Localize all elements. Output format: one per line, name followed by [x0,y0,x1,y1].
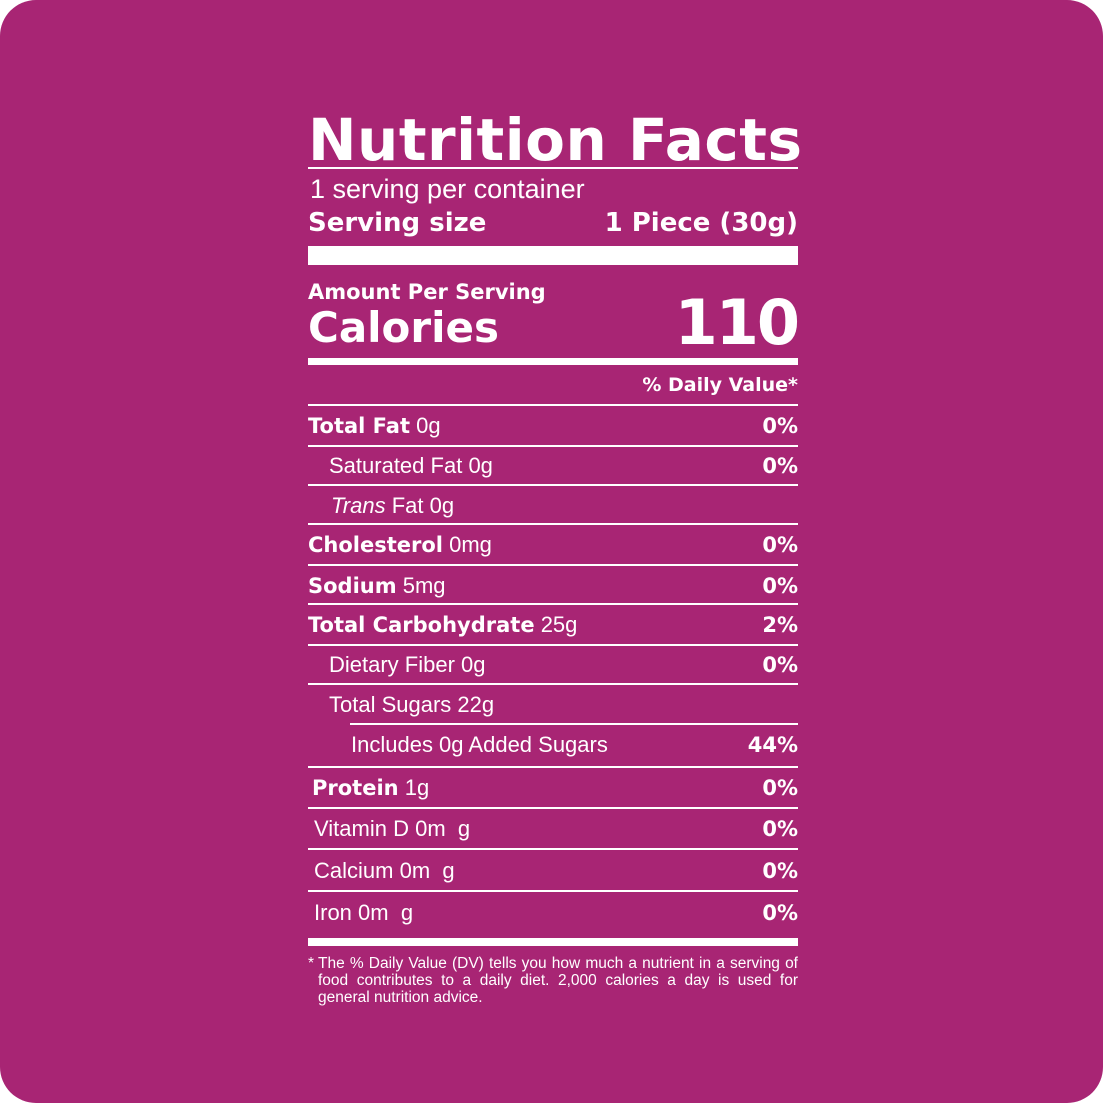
amount-per-serving: Amount Per Serving [308,280,546,304]
nutrient-row-protein: Protein 1g 0% [308,768,798,808]
nutrient-name: Total Carbohydrate [308,613,535,637]
divider [308,404,798,406]
nutrient-name: Dietary Fiber [329,652,455,677]
serving-size-value: 1 Piece (30g) [604,208,798,238]
nutrient-name: Sodium [308,574,397,598]
divider [308,683,798,685]
divider [308,484,798,486]
nutrient-name: Calcium [314,858,394,883]
nutrient-name: Protein [312,776,399,800]
nutrient-amount: 0g [416,413,441,438]
nutrient-amount: Fat 0g [391,493,455,518]
nutrient-row-added-sugars: Includes 0g Added Sugars 44% [308,725,798,765]
nutrient-dv: 0% [762,454,798,478]
nutrient-row-total-sugars: Total Sugars 22g [308,685,798,725]
label-title: Nutrition Facts [308,106,803,174]
nutrient-dv: 0% [762,776,798,800]
nutrient-dv: 0% [762,574,798,598]
divider [308,766,798,768]
calories-label: Calories [308,303,500,352]
nutrient-amount: 0m g [399,858,455,883]
nutrient-dv: 44% [747,733,798,757]
nutrient-dv: 0% [762,653,798,677]
divider [350,723,798,725]
divider [308,807,798,809]
nutrient-dv: 0% [762,859,798,883]
nutrient-row-cholesterol: Cholesterol 0mg 0% [308,525,798,565]
nutrient-row-vitamin-d: Vitamin D 0m g 0% [308,809,798,849]
nutrient-amount: 0g [468,453,493,478]
thick-divider [308,246,798,265]
serving-size-label: Serving size [308,208,487,238]
nutrient-amount: 0mg [449,532,492,557]
nutrient-row-total-fat: Total Fat 0g 0% [308,406,798,446]
nutrient-name: Vitamin D [314,816,409,841]
serving-size: Serving size 1 Piece (30g) [308,208,798,238]
nutrient-name: Trans [331,493,386,518]
nutrient-dv: 0% [762,817,798,841]
nutrient-row-saturated-fat: Saturated Fat 0g 0% [308,446,798,486]
nutrient-amount: 1g [404,775,430,800]
daily-value-header: % Daily Value* [642,374,798,396]
nutrient-amount: 0m g [415,816,471,841]
divider [308,890,798,892]
divider [308,564,798,566]
nutrient-dv: 0% [762,414,798,438]
nutrient-dv: 0% [762,533,798,557]
divider [308,603,798,605]
nutrient-row-iron: Iron 0m g 0% [308,893,798,933]
nutrient-amount: 5mg [402,573,446,598]
footnote: * The % Daily Value (DV) tells you how m… [308,955,798,1006]
footnote-text: The % Daily Value (DV) tells you how muc… [318,955,798,1006]
divider [308,848,798,850]
nutrient-row-trans-fat: Trans Fat 0g [308,486,798,526]
nutrient-amount: 22g [457,692,495,717]
nutrient-name: Iron [314,900,352,925]
divider [308,445,798,447]
nutrient-name: Total Fat [308,414,411,438]
nutrient-row-sodium: Sodium 5mg 0% [308,566,798,606]
nutrient-row-total-carbohydrate: Total Carbohydrate 25g 2% [308,605,798,645]
medium-divider [308,358,798,365]
calories-value: 110 [674,286,800,359]
nutrient-amount: 0m g [358,900,414,925]
nutrient-row-dietary-fiber: Dietary Fiber 0g 0% [308,645,798,685]
servings-per-container: 1 serving per container [310,174,585,204]
nutrient-amount: 0g [461,652,486,677]
divider [308,644,798,646]
divider [308,523,798,525]
nutrient-name: Cholesterol [308,533,443,557]
nutrient-dv: 2% [762,613,798,637]
nutrient-name: Saturated Fat [329,453,463,478]
footnote-marker: * [308,955,315,972]
thick-divider [308,938,798,946]
nutrient-row-calcium: Calcium 0m g 0% [308,851,798,891]
nutrient-dv: 0% [762,901,798,925]
divider [308,167,798,169]
nutrient-amount: 25g [540,612,578,637]
nutrient-name: Includes 0g Added Sugars [351,732,608,757]
nutrient-name: Total Sugars [329,692,452,717]
